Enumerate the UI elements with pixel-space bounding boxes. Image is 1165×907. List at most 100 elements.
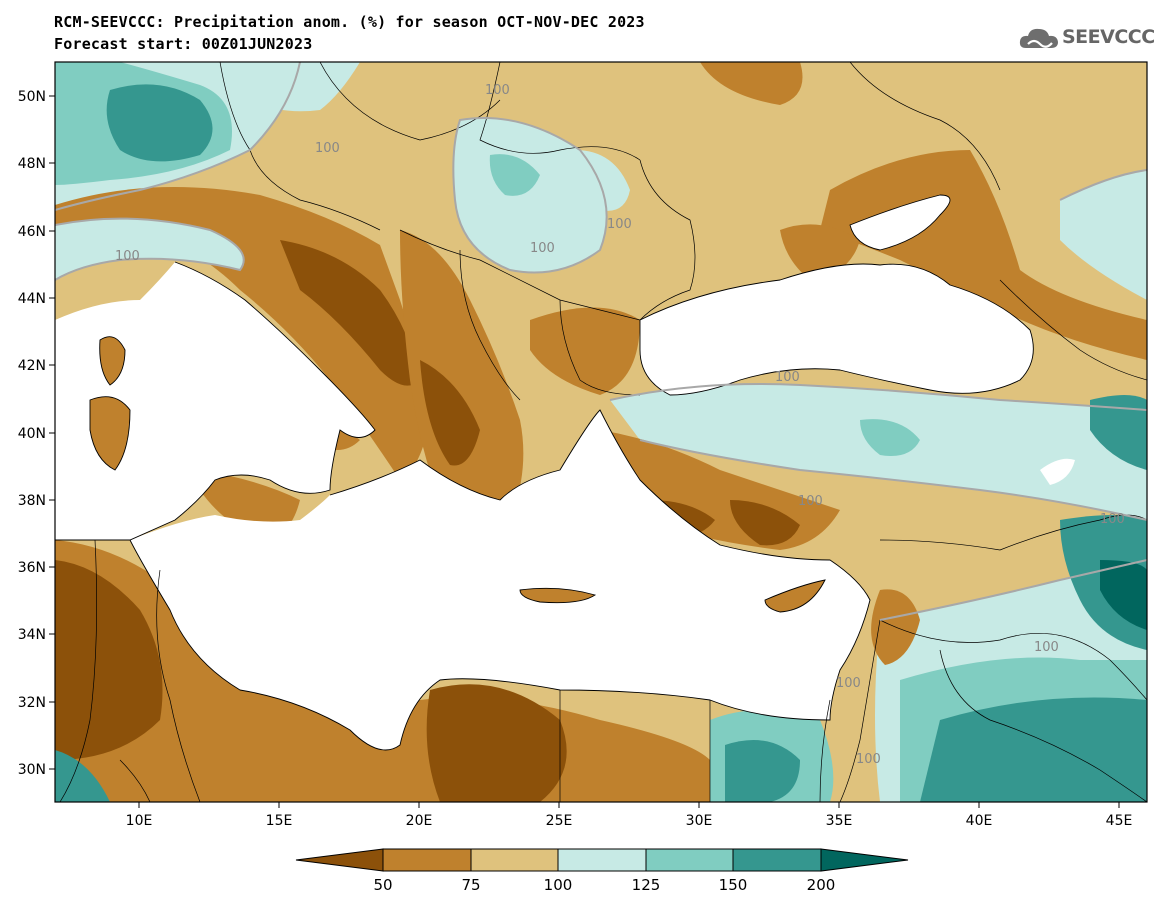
lon-tick-label: 15E [266, 813, 293, 829]
lat-tick-34n: 34N [18, 627, 55, 643]
colorbar: 50 75 100 125 150 200 [295, 848, 909, 894]
anomaly-100-125-region [210, 62, 360, 112]
lat-tick-32n: 32N [18, 695, 55, 711]
colorbar-label: 200 [807, 876, 836, 894]
contour-label: 100 [798, 494, 823, 509]
lat-tick-label: 44N [18, 291, 46, 307]
lat-tick-36n: 36N [18, 560, 55, 576]
sea-of-azov [850, 195, 950, 250]
anomaly-100-125-region [575, 150, 630, 211]
seevccc-logo: SEEVCCC [1018, 24, 1155, 54]
colorbar-segment [645, 848, 734, 872]
anomaly-above-200-region [1100, 560, 1147, 630]
lat-tick-42n: 42N [18, 358, 55, 374]
cloud-icon [1019, 28, 1058, 48]
forecast-start-label: Forecast start: 00Z01JUN2023 [54, 35, 313, 53]
lat-tick-label: 36N [18, 560, 46, 576]
contour-label: 100 [485, 83, 510, 98]
lat-tick-label: 34N [18, 627, 46, 643]
lat-tick-label: 40N [18, 426, 46, 442]
anomaly-below-50-region [420, 360, 480, 466]
colorbar-segment [295, 848, 384, 872]
colorbar-label: 75 [461, 876, 480, 894]
contour-label: 100 [1034, 640, 1059, 655]
anomaly-100-125-region [1060, 170, 1147, 300]
corsica-island [99, 336, 125, 385]
lat-tick-label: 38N [18, 493, 46, 509]
lat-tick-50n: 50N [18, 89, 55, 105]
colorbar-segment [557, 848, 647, 872]
chart-title: RCM-SEEVCCC: Precipitation anom. (%) for… [54, 13, 645, 31]
lon-tick-15e: 15E [266, 802, 293, 829]
lon-tick-label: 35E [826, 813, 853, 829]
lat-tick-48n: 48N [18, 156, 55, 172]
contour-label: 100 [775, 370, 800, 385]
lon-tick-35e: 35E [826, 802, 853, 829]
map-frame [54, 61, 1148, 803]
contour-label: 100 [315, 141, 340, 156]
anomaly-below-50-region [280, 240, 420, 386]
anomaly-50-75-region [820, 150, 1147, 360]
coastlines [55, 194, 1034, 751]
colorbar-label: 150 [719, 876, 748, 894]
map-field [55, 62, 1147, 802]
contour-100-line [55, 62, 1147, 621]
anomaly-125-150-region [489, 154, 540, 196]
black-sea [640, 264, 1034, 395]
lat-tick-label: 46N [18, 224, 46, 240]
lon-tick-label: 30E [686, 813, 713, 829]
eastern-mediterranean-sea [130, 410, 870, 750]
lon-tick-40e: 40E [966, 802, 993, 829]
colorbar-segment [382, 848, 472, 872]
lon-tick-25e: 25E [546, 802, 573, 829]
crete-island [520, 588, 595, 603]
anomaly-below-50-region [730, 500, 800, 546]
longitude-axis: 10E 15E 20E 25E 30E 35E 40E 45E [126, 802, 1132, 829]
lon-tick-30e: 30E [686, 802, 713, 829]
lon-tick-label: 40E [966, 813, 993, 829]
lat-tick-label: 30N [18, 762, 46, 778]
colorbar-segment [732, 848, 822, 872]
sardinia-island [90, 396, 130, 470]
contour-label: 100 [607, 217, 632, 232]
contour-label: 100 [1100, 512, 1125, 527]
lat-tick-label: 42N [18, 358, 46, 374]
lat-tick-38n: 38N [18, 493, 55, 509]
lon-tick-label: 25E [546, 813, 573, 829]
anomaly-150-200-region [920, 697, 1147, 802]
colorbar-segment [470, 848, 559, 872]
latitude-axis: 50N 48N 46N 44N 42N 40N 38N 36N 34N 32N … [18, 89, 55, 778]
lat-tick-label: 50N [18, 89, 46, 105]
contour-label: 100 [856, 752, 881, 767]
lat-tick-30n: 30N [18, 762, 55, 778]
anomaly-150-200-region [55, 750, 110, 802]
lat-tick-label: 48N [18, 156, 46, 172]
lon-tick-label: 10E [126, 813, 153, 829]
lon-tick-label: 20E [406, 813, 433, 829]
anomaly-150-200-region [1090, 395, 1147, 470]
colorbar-label: 125 [632, 876, 661, 894]
contour-labels: 100 100 100 100 100 100 100 100 100 100 … [115, 83, 1125, 767]
colorbar-label: 100 [544, 876, 573, 894]
contour-label: 100 [115, 249, 140, 264]
colorbar-segment [820, 848, 909, 872]
lat-tick-46n: 46N [18, 224, 55, 240]
colorbar-label: 50 [373, 876, 392, 894]
mediterranean-sea [55, 262, 375, 540]
anomaly-150-200-region [725, 740, 800, 802]
anomaly-125-150-region [860, 419, 920, 456]
lake-van [1040, 458, 1075, 485]
country-borders [59, 62, 1147, 802]
lat-tick-40n: 40N [18, 426, 55, 442]
cyprus-island [765, 580, 825, 612]
anomaly-50-75-region [530, 307, 640, 395]
contour-label: 100 [530, 241, 555, 256]
anomaly-below-50-region [55, 560, 163, 760]
anomaly-50-75-region [400, 230, 524, 527]
anomaly-50-75-region [700, 62, 803, 105]
lon-tick-10e: 10E [126, 802, 153, 829]
contour-label: 100 [836, 676, 861, 691]
anomaly-100-125-region [55, 218, 244, 280]
anomaly-150-200-region [106, 84, 213, 162]
